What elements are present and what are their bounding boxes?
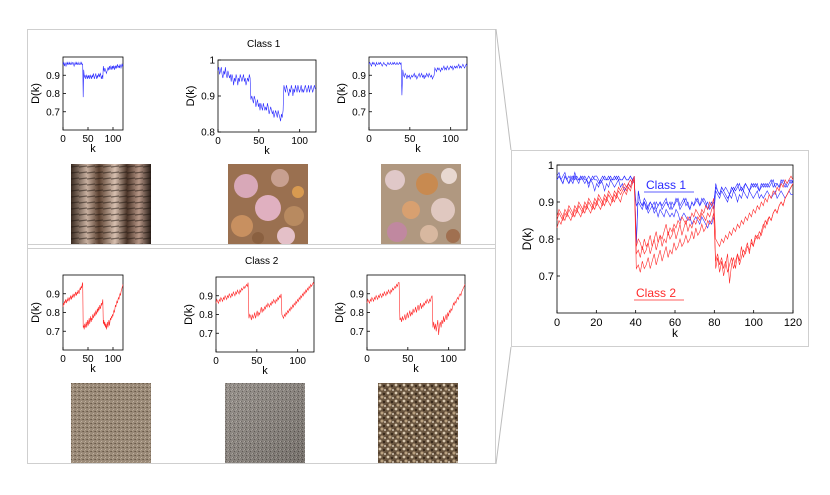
y-tick-label: 0.9 [539,197,554,209]
y-tick-label: 0.9 [46,71,60,82]
y-axis-label: D(k) [183,304,195,325]
x-tick-label: 100 [289,356,306,367]
y-axis-label: D(k) [520,228,534,251]
x-tick-label: 0 [215,136,221,147]
x-tick-label: 0 [366,134,372,145]
y-tick-label: 1 [209,56,215,67]
y-tick-label: 0.7 [350,327,364,338]
class2-texture-2 [225,383,305,463]
x-tick-label: 60 [669,317,681,329]
x-axis-label: k [415,143,421,155]
y-tick-label: 0.8 [201,128,215,139]
series-line-1 [366,282,466,336]
legend-class1: Class 1 [646,178,686,192]
class1-texture-3 [381,164,461,244]
x-tick-label: 100 [291,136,308,147]
y-tick-label: 0.9 [352,71,366,82]
x-axis-label: k [672,326,679,340]
plot-frame [62,274,124,351]
x-tick-label: 100 [105,134,122,145]
x-tick-label: 0 [364,354,370,365]
x-tick-label: 50 [404,134,416,145]
x-tick-label: 80 [708,317,720,329]
x-tick-label: 50 [251,356,263,367]
series-line-6 [556,179,794,284]
y-axis-label: D(k) [30,83,42,104]
plot-frame [556,164,794,314]
x-tick-label: 100 [442,134,459,145]
series-line-1 [556,175,794,247]
y-tick-label: 0.9 [46,289,60,300]
y-axis-label: D(k) [336,83,348,104]
class1-texture-1 [71,164,151,244]
y-axis-label: D(k) [185,86,197,107]
series-line-1 [368,61,468,96]
x-axis-label: k [413,363,419,375]
series-line-1 [217,67,316,122]
x-tick-label: 20 [590,317,602,329]
y-tick-label: 0.7 [352,107,366,118]
class2-texture-3 [378,383,458,463]
y-tick-label: 0.8 [46,308,60,319]
plot-frame [62,56,124,131]
plot-frame [368,56,468,131]
class2-title: Class 2 [245,256,279,267]
x-tick-label: 50 [82,354,94,365]
x-axis-label: k [262,365,268,377]
series-line-2 [556,171,793,229]
series-line-5 [556,175,794,251]
plot-frame [215,276,315,353]
x-tick-label: 0 [60,354,66,365]
y-axis-label: D(k) [334,302,346,323]
x-tick-label: 100 [105,354,122,365]
x-axis-label: k [90,363,96,375]
y-tick-label: 0.8 [350,308,364,319]
y-tick-label: 0.8 [46,89,60,100]
class1-title: Class 1 [247,39,281,50]
class1-texture-2 [228,164,308,244]
y-tick-label: 0.7 [199,329,213,340]
series-line-1 [215,281,315,321]
y-axis-label: D(k) [30,302,42,323]
x-tick-label: 100 [744,317,762,329]
class2-texture-1 [71,383,151,463]
series-line-3 [556,175,794,243]
y-tick-label: 0.9 [199,291,213,302]
x-tick-label: 50 [402,354,414,365]
y-tick-label: 0.8 [539,234,554,246]
y-tick-label: 0.7 [46,327,60,338]
x-tick-label: 0 [60,134,66,145]
y-tick-label: 0.9 [350,289,364,300]
y-tick-label: 0.7 [539,271,554,283]
legend-class2: Class 2 [636,286,676,300]
x-tick-label: 100 [440,354,457,365]
y-tick-label: 0.7 [46,107,60,118]
series-line-1 [62,282,124,330]
x-tick-label: 50 [253,136,265,147]
x-tick-label: 120 [784,317,802,329]
y-tick-label: 0.8 [352,89,366,100]
x-axis-label: k [90,143,96,155]
x-tick-label: 50 [82,134,94,145]
class-divider [27,244,496,249]
y-tick-label: 1 [548,160,554,172]
x-tick-label: 0 [554,317,560,329]
y-tick-label: 0.9 [201,92,215,103]
x-tick-label: 0 [213,356,219,367]
series-line-1 [62,61,124,98]
x-axis-label: k [264,145,270,157]
y-tick-label: 0.8 [199,310,213,321]
x-tick-label: 40 [630,317,642,329]
plot-frame [366,274,466,351]
